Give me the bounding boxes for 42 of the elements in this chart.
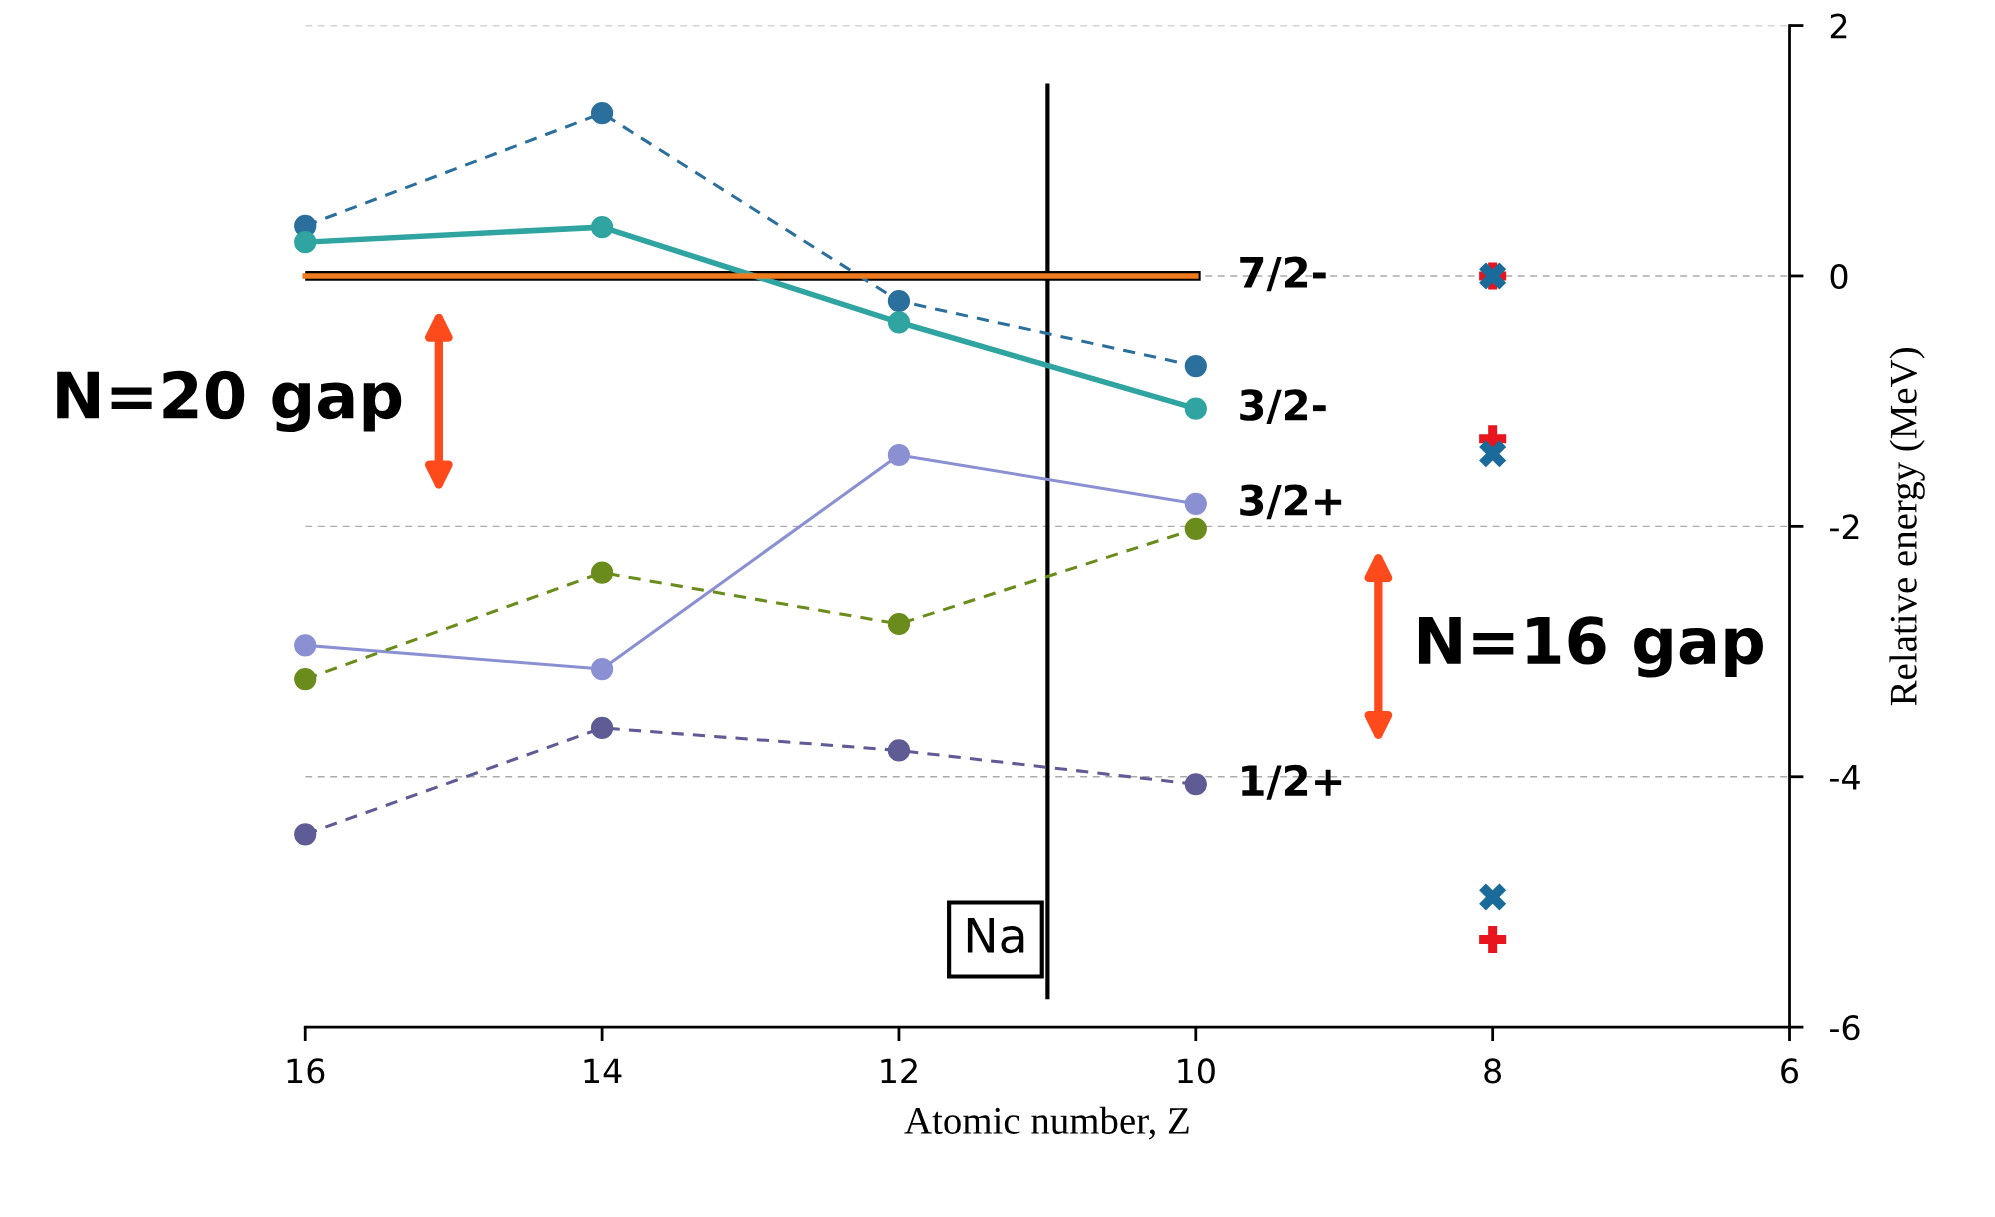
- x-tick-label: 8: [1484, 1058, 1501, 1084]
- annotation: N=16 gap: [1418, 616, 1763, 678]
- ref-line-label: Na: [967, 918, 1024, 954]
- point: [1479, 925, 1507, 954]
- y-tick-label: -4: [1830, 765, 1860, 790]
- point: [887, 443, 911, 467]
- point: [294, 634, 317, 657]
- series-label: 3/2-: [1240, 389, 1326, 425]
- point: [590, 216, 614, 239]
- annotation: N=20 gap: [57, 370, 402, 433]
- series-label: 1/2+: [1242, 764, 1342, 800]
- point: [1184, 397, 1207, 420]
- y-axis-title: Relative energy (MeV): [1889, 348, 1925, 706]
- y-tick-label: 0: [1830, 263, 1848, 290]
- point: [1184, 517, 1207, 540]
- point: [887, 612, 911, 636]
- point: [887, 289, 911, 313]
- x-tick-label: 16: [287, 1058, 325, 1084]
- x-tick-label: 12: [881, 1058, 917, 1084]
- point: [1479, 440, 1507, 468]
- point: [294, 231, 317, 254]
- x-tick-label: 6: [1781, 1058, 1799, 1084]
- point: [1184, 354, 1207, 378]
- point: [887, 311, 911, 334]
- point: [590, 561, 614, 584]
- x-tick-label: 14: [584, 1058, 622, 1084]
- x-axis-title: Atomic number, Z: [904, 1106, 1189, 1140]
- point: [887, 739, 911, 762]
- point: [590, 657, 614, 681]
- x-tick-label: 10: [1178, 1058, 1215, 1084]
- y-tick-label: 2: [1830, 13, 1847, 39]
- series-label: 3/2+: [1240, 484, 1342, 520]
- y-tick-label: -2: [1830, 514, 1859, 540]
- point: [590, 716, 614, 740]
- point: [294, 823, 317, 846]
- point: [1184, 773, 1207, 796]
- point: [1184, 492, 1207, 515]
- point: [590, 102, 614, 125]
- point: [294, 667, 317, 691]
- series-label: 7/2-: [1240, 256, 1326, 292]
- point: [1479, 883, 1507, 911]
- y-tick-label: -6: [1830, 1015, 1860, 1041]
